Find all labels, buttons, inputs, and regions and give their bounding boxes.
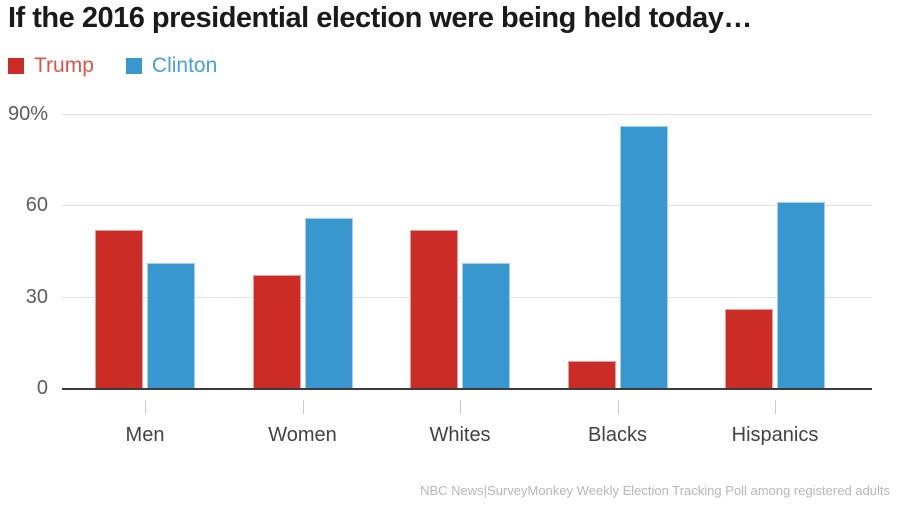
legend-item-clinton: Clinton	[125, 54, 218, 78]
bar-clinton-men	[147, 263, 195, 388]
bar-trump-hispanics	[725, 308, 773, 388]
bar-clinton-whites	[462, 263, 510, 388]
x-axis-tick-blacks	[617, 400, 619, 414]
x-axis-tick-men	[145, 400, 146, 414]
y-axis-label-0: 0	[36, 377, 48, 399]
x-axis-label-hispanics: Hispanics	[731, 424, 819, 446]
bar-trump-men	[95, 229, 143, 388]
source-attribution: NBC News|SurveyMonkey Weekly Election Tr…	[420, 483, 890, 498]
x-axis-label-men: Men	[125, 424, 165, 446]
x-axis-tick-hispanics	[775, 400, 776, 414]
y-axis-label-90: 90%	[7, 103, 48, 125]
x-axis-label-women: Women	[268, 424, 337, 446]
chart-legend: Trump Clinton	[8, 54, 217, 78]
y-axis-label-30: 30	[25, 285, 48, 308]
x-axis-tick-women	[302, 400, 304, 414]
plot-area	[62, 114, 872, 390]
x-axis-label-blacks: Blacks	[588, 424, 647, 446]
y-axis-label-60: 60	[25, 194, 48, 217]
gridline-90	[62, 114, 872, 115]
bar-trump-blacks	[567, 360, 616, 388]
x-axis-tick-whites	[460, 400, 461, 414]
legend-label-clinton: Clinton	[151, 54, 218, 77]
bar-clinton-blacks	[619, 126, 668, 388]
gridline-60	[62, 205, 872, 207]
legend-label-trump: Trump	[34, 54, 94, 77]
bar-clinton-hispanics	[777, 202, 825, 388]
bar-clinton-women	[304, 217, 353, 388]
bar-trump-women	[252, 275, 301, 388]
trump-swatch-icon	[8, 58, 24, 74]
x-axis-label-whites: Whites	[429, 424, 491, 446]
bar-trump-whites	[410, 229, 458, 388]
chart-title: If the 2016 presidential election were b…	[8, 2, 752, 34]
legend-item-trump: Trump	[8, 54, 94, 78]
clinton-swatch-icon	[125, 58, 142, 74]
